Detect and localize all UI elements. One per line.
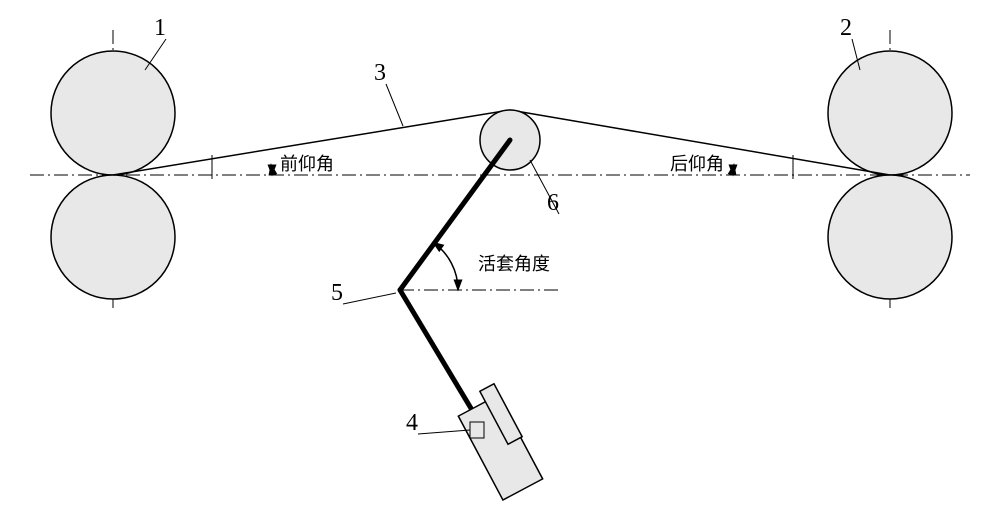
looper-angle-arc bbox=[433, 242, 458, 290]
rear-angle-label: 后仰角 bbox=[670, 154, 724, 174]
n4-leader bbox=[418, 430, 470, 434]
n5-leader bbox=[343, 293, 396, 304]
left-top-roll bbox=[51, 51, 175, 175]
left-bottom-roll bbox=[51, 175, 175, 299]
n5: 5 bbox=[331, 280, 343, 306]
n6: 6 bbox=[547, 190, 559, 216]
n3-leader bbox=[386, 84, 403, 126]
front-angle-arc bbox=[271, 165, 272, 175]
rear-angle-arc bbox=[733, 165, 734, 175]
n3: 3 bbox=[374, 60, 386, 86]
n1-leader bbox=[145, 39, 166, 70]
n1: 1 bbox=[154, 15, 166, 41]
right-top-roll bbox=[828, 51, 952, 175]
n2: 2 bbox=[840, 15, 852, 41]
front-angle-label: 前仰角 bbox=[280, 154, 334, 174]
looper-angle-label: 活套角度 bbox=[478, 254, 550, 274]
right-bottom-roll bbox=[828, 175, 952, 299]
n4: 4 bbox=[406, 410, 418, 436]
